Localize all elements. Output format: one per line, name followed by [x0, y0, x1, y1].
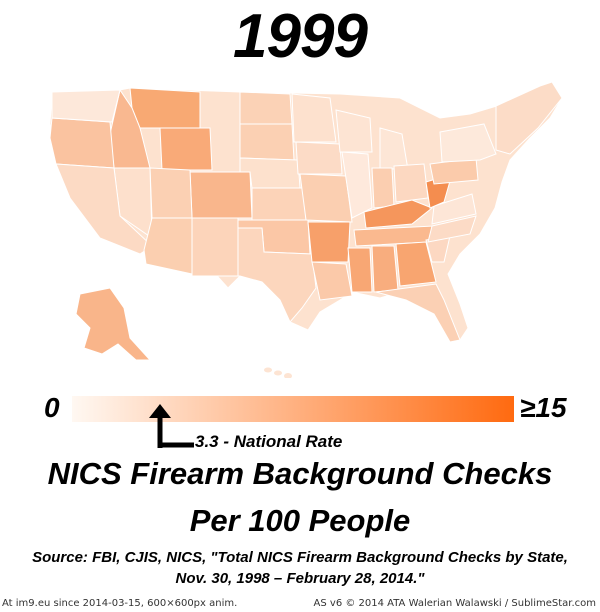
state-virginia — [431, 193, 477, 225]
state-washington — [51, 89, 121, 123]
state-new-york — [439, 123, 497, 163]
state-new-mexico — [191, 217, 239, 277]
state-arkansas — [307, 221, 351, 263]
state-iowa — [295, 141, 343, 175]
source-line1: Source: FBI, CJIS, NICS, "Total NICS Fir… — [32, 549, 568, 566]
state-hawaii — [264, 367, 292, 378]
state-texas — [237, 227, 317, 323]
state-alaska — [75, 287, 152, 361]
state-utah — [149, 167, 193, 219]
state-ohio — [393, 163, 429, 203]
legend-max-label: ≥15 — [520, 392, 567, 423]
state-new-england — [495, 81, 563, 155]
us-choropleth-map — [49, 81, 563, 378]
state-mississippi — [347, 247, 373, 293]
state-kansas — [251, 187, 307, 221]
legend-color-scale — [72, 396, 514, 422]
state-north-carolina — [427, 215, 477, 243]
state-oregon — [49, 117, 115, 169]
state-wisconsin — [335, 109, 373, 153]
state-colorado — [189, 171, 253, 219]
state-alabama — [371, 245, 399, 293]
state-florida — [375, 283, 461, 343]
footer-left-text[interactable]: At im9.eu since 2014-03-15, 600×600px an… — [2, 598, 238, 609]
year-title: 1999 — [233, 2, 368, 71]
state-indiana — [371, 167, 395, 209]
state-georgia — [395, 241, 437, 287]
state-wyoming — [159, 127, 213, 171]
state-missouri — [299, 173, 353, 223]
contiguous-us — [49, 81, 563, 343]
state-louisiana — [311, 261, 353, 301]
national-rate-arrow-icon — [149, 404, 194, 448]
state-kentucky — [363, 199, 433, 229]
state-south-dakota — [239, 123, 295, 161]
state-arizona — [143, 217, 193, 275]
state-montana — [129, 87, 201, 129]
state-minnesota — [291, 93, 337, 143]
source-line2: Nov. 30, 1998 – February 28, 2014." — [175, 570, 425, 587]
state-illinois — [341, 151, 373, 219]
national-rate-label: 3.3 - National Rate — [195, 432, 343, 451]
legend-min-label: 0 — [44, 392, 60, 423]
footer-right-text[interactable]: AS v6 © 2014 ATA Walerian Walawski / Sub… — [313, 598, 596, 609]
footer-bar: At im9.eu since 2014-03-15, 600×600px an… — [0, 597, 600, 612]
chart-title-line2: Per 100 People — [189, 503, 411, 538]
state-north-dakota — [239, 91, 293, 125]
chart-title-line1: NICS Firearm Background Checks — [47, 456, 553, 491]
